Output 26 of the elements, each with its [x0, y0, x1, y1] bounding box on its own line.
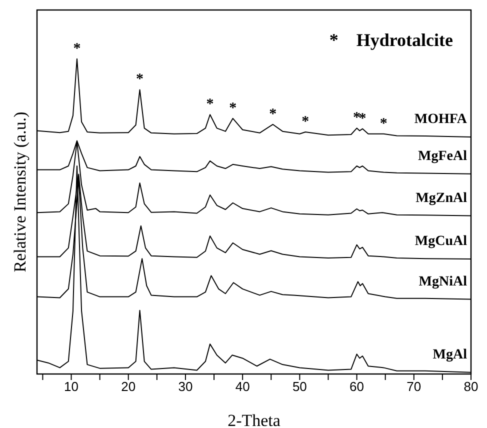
x-tick-label: 10 — [64, 379, 78, 394]
y-axis-title: Relative Intensity (a.u.) — [10, 112, 30, 272]
series-label: MOHFA — [414, 112, 468, 128]
annotation: * — [302, 114, 310, 130]
x-tick-label: 20 — [121, 379, 136, 394]
text: * Hydrotalcite — [329, 30, 453, 50]
annotation: * — [353, 110, 361, 126]
x-tick-label: 40 — [235, 379, 250, 394]
annotation: * — [73, 40, 81, 57]
annotation: * — [380, 116, 388, 132]
series-label: MgFeAl — [418, 148, 468, 164]
x-tick-label: 60 — [350, 379, 364, 394]
x-tick-label: 80 — [464, 379, 478, 394]
x-axis-title: 2-Theta — [228, 411, 281, 428]
annotation: * — [358, 110, 366, 127]
x-tick-label: 30 — [178, 379, 193, 394]
series-label: MgAl — [432, 347, 468, 362]
annotation: * — [136, 72, 144, 88]
x-tick-label: 70 — [406, 379, 422, 394]
annotation: * — [229, 100, 237, 116]
x-tick-label: 50 — [292, 379, 307, 394]
series-label: MgCuAl — [414, 234, 468, 249]
annotation: * — [269, 106, 277, 122]
annotation: * — [206, 96, 214, 113]
series-label: MgZnAl — [416, 190, 468, 206]
series-label: MgNiAl — [418, 274, 468, 290]
